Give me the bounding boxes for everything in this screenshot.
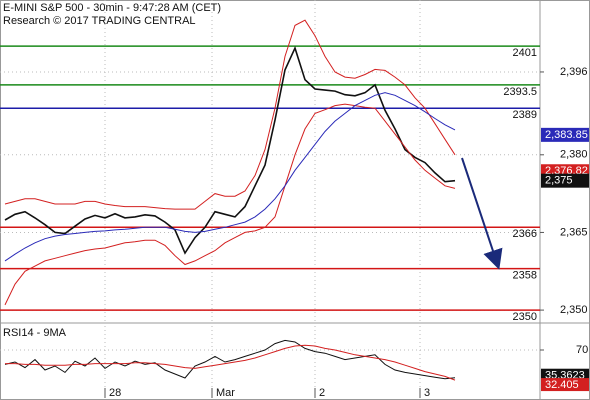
x-tick-label: 3 bbox=[424, 387, 430, 399]
series-line bbox=[5, 344, 456, 381]
level-label: 2350 bbox=[513, 311, 537, 323]
chart-subtitle: Research © 2017 TRADING CENTRAL bbox=[3, 15, 196, 27]
y-tick-label: 2,396 bbox=[560, 66, 588, 78]
last-value-box bbox=[541, 127, 589, 142]
last-value-box bbox=[541, 173, 589, 188]
series-line bbox=[4, 339, 456, 380]
last-value-label: 2,375 bbox=[545, 175, 573, 187]
last-value-label: 32.405 bbox=[545, 379, 579, 391]
y-tick-label: 2,365 bbox=[560, 226, 588, 238]
level-label: 2393.5 bbox=[503, 86, 537, 98]
rsi-title: RSI14 - 9MA bbox=[3, 327, 67, 339]
level-label: 2358 bbox=[513, 270, 537, 282]
last-value-box bbox=[541, 378, 589, 392]
level-label: 2389 bbox=[513, 109, 537, 121]
series-line bbox=[4, 92, 456, 262]
x-tick-label: 28 bbox=[109, 387, 121, 399]
x-tick-label: Mar bbox=[216, 387, 235, 399]
x-tick-label: 2 bbox=[319, 387, 325, 399]
series-line bbox=[4, 19, 456, 210]
forecast-arrow bbox=[461, 157, 503, 270]
level-label: 2401 bbox=[513, 47, 537, 59]
y-tick-label: 2,380 bbox=[560, 149, 588, 161]
y-tick-label: 70 bbox=[576, 344, 588, 356]
chart-title: E-MINI S&P 500 - 30min - 9:47:28 AM (CET… bbox=[3, 2, 221, 14]
last-value-label: 2,383.85 bbox=[545, 129, 588, 141]
series-line bbox=[4, 103, 456, 306]
series-line bbox=[4, 45, 456, 255]
y-tick-label: 2,350 bbox=[560, 304, 588, 316]
level-label: 2366 bbox=[513, 228, 537, 240]
